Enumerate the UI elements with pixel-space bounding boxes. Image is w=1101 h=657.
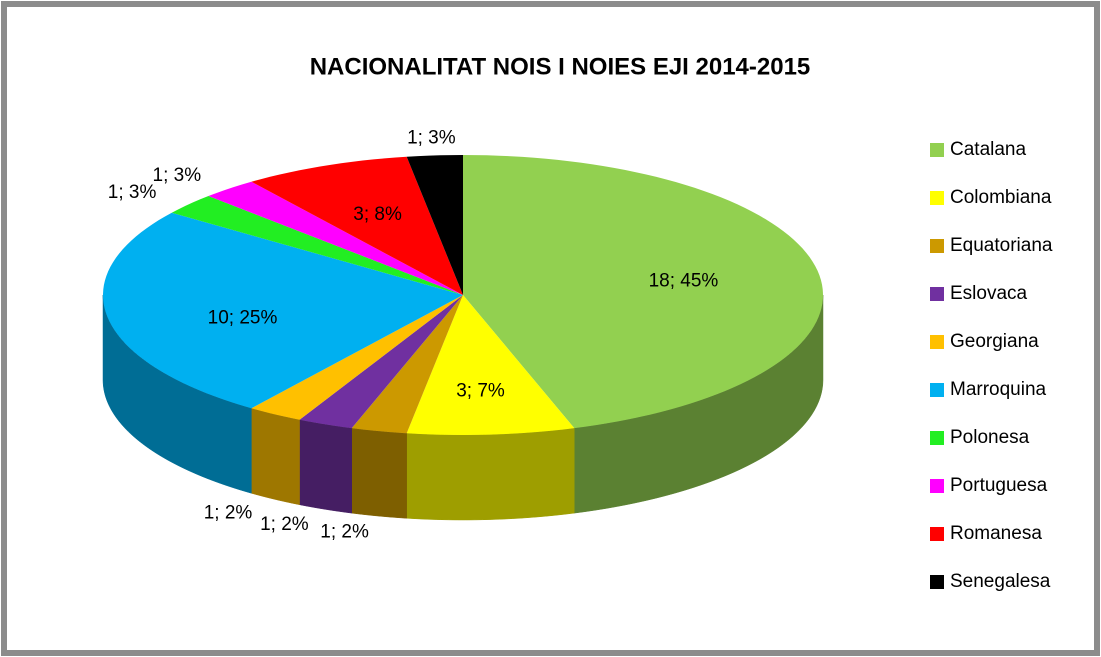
legend-label: Eslovaca bbox=[950, 283, 1028, 304]
legend-swatch bbox=[930, 479, 944, 493]
slice bbox=[251, 295, 463, 420]
legend-swatch bbox=[930, 383, 944, 397]
legend-label: Polonesa bbox=[950, 427, 1030, 448]
legend-swatch bbox=[930, 527, 944, 541]
legend-swatch bbox=[930, 431, 944, 445]
data-label: 1; 2% bbox=[204, 503, 253, 524]
data-label: 3; 7% bbox=[456, 381, 505, 402]
legend-swatch bbox=[930, 287, 944, 301]
data-label: 1; 2% bbox=[260, 514, 309, 535]
slice bbox=[406, 155, 463, 295]
slice-side bbox=[406, 427, 575, 521]
data-label: 1; 2% bbox=[320, 521, 369, 542]
legend-label: Catalana bbox=[950, 139, 1026, 160]
slice-side bbox=[251, 407, 300, 506]
slice bbox=[103, 212, 463, 409]
legend-label: Equatoriana bbox=[950, 235, 1053, 256]
data-label: 18; 45% bbox=[649, 270, 719, 291]
legend-label: Portuguesa bbox=[950, 475, 1048, 496]
data-label: 1; 3% bbox=[407, 128, 456, 149]
slice-side bbox=[351, 427, 407, 519]
slice bbox=[299, 295, 463, 429]
data-label: 10; 25% bbox=[208, 308, 278, 329]
data-label: 3; 8% bbox=[353, 204, 402, 225]
legend-label: Marroquina bbox=[950, 379, 1047, 400]
legend-label: Georgiana bbox=[950, 331, 1039, 352]
legend-swatch bbox=[930, 239, 944, 253]
slice-side bbox=[299, 419, 353, 514]
slice bbox=[251, 156, 463, 295]
legend-swatch bbox=[930, 335, 944, 349]
legend-swatch bbox=[930, 143, 944, 157]
slice bbox=[463, 155, 823, 429]
data-label: 1; 3% bbox=[153, 165, 202, 186]
slice bbox=[171, 196, 463, 295]
slice-side bbox=[102, 294, 252, 494]
slice bbox=[406, 295, 575, 435]
legend-swatch bbox=[930, 575, 944, 589]
legend-swatch bbox=[930, 191, 944, 205]
legend-label: Colombiana bbox=[950, 187, 1052, 208]
legend-label: Romanesa bbox=[950, 523, 1042, 544]
legend-label: Senegalesa bbox=[950, 571, 1051, 592]
chart-title: NACIONALITAT NOIS I NOIES EJI 2014-2015 bbox=[310, 53, 811, 80]
data-label: 1; 3% bbox=[108, 182, 157, 203]
slice bbox=[351, 295, 463, 434]
slice bbox=[208, 181, 463, 295]
